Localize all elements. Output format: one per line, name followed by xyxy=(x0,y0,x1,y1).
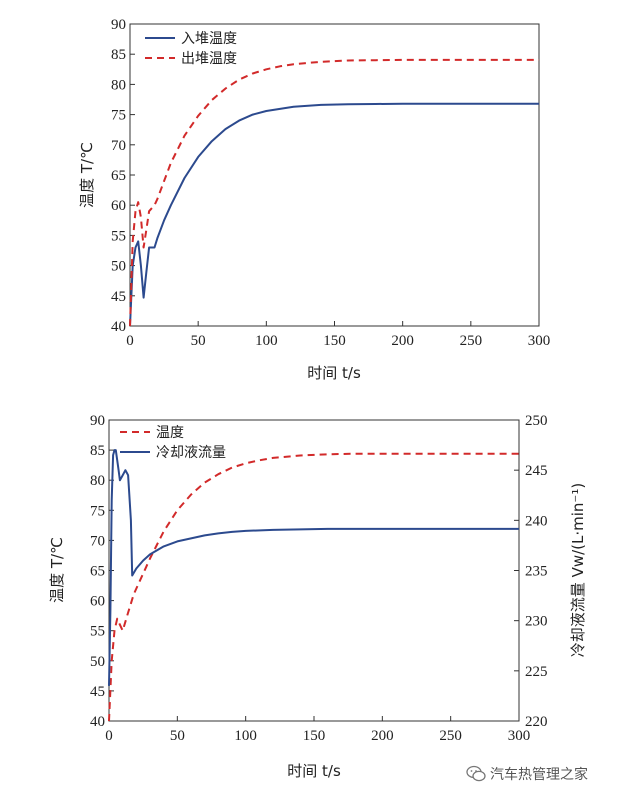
chart-top: 0 50 100 150 200 250 300 40 45 50 55 60 65 70 75 80 85 9… xyxy=(78,17,550,382)
x-tick-label: 150 xyxy=(303,728,326,744)
y-tick-label: 90 xyxy=(90,413,105,429)
x-tick-label: 150 xyxy=(323,333,346,349)
y-tick-label: 65 xyxy=(111,168,126,184)
y-tick-label: 70 xyxy=(111,138,126,154)
x-tick-label: 0 xyxy=(105,728,113,744)
x-tick-label: 300 xyxy=(528,333,551,349)
y-right-tick-label: 250 xyxy=(525,413,548,429)
y-tick-label: 45 xyxy=(90,684,105,700)
y-tick-label: 70 xyxy=(90,533,105,549)
y-tick-label: 40 xyxy=(111,319,126,335)
x-tick-label: 250 xyxy=(439,728,462,744)
y-right-tick-label: 245 xyxy=(525,463,548,479)
y-tick-label: 80 xyxy=(90,473,105,489)
y-tick-label: 60 xyxy=(90,594,105,610)
wechat-icon xyxy=(466,765,486,782)
y-tick-label: 75 xyxy=(90,503,105,519)
series-line-1 xyxy=(108,452,519,722)
series-line-1 xyxy=(129,102,539,327)
series-group xyxy=(108,449,519,722)
y-tick-label: 80 xyxy=(111,77,126,93)
y-axis-ticks: 40 45 50 55 60 65 70 75 80 85 90 xyxy=(90,413,114,730)
series-line-2 xyxy=(129,58,539,327)
series-group xyxy=(129,58,539,327)
x-tick-label: 200 xyxy=(391,333,414,349)
plot-frame xyxy=(108,419,520,722)
x-axis-ticks: 0 50 100 150 200 250 300 xyxy=(105,716,530,744)
x-axis-label: 时间 t/s xyxy=(287,762,341,780)
y-tick-label: 55 xyxy=(90,624,105,640)
legend-label: 入堆温度 xyxy=(181,31,237,47)
y-tick-label: 85 xyxy=(111,47,126,63)
x-tick-label: 100 xyxy=(234,728,257,744)
y-right-tick-label: 240 xyxy=(525,513,548,529)
y-right-tick-label: 230 xyxy=(525,614,548,630)
chart-bottom: 0 50 100 150 200 250 300 40 45 50 55 60 65 70 75 80 85 9… xyxy=(48,413,587,780)
y-tick-label: 65 xyxy=(90,564,105,580)
y-tick-label: 40 xyxy=(90,714,105,730)
y-tick-label: 50 xyxy=(90,654,105,670)
x-tick-label: 50 xyxy=(191,333,206,349)
y-axis-label: 温度 T/℃ xyxy=(48,537,66,603)
x-tick-label: 50 xyxy=(170,728,185,744)
x-tick-label: 0 xyxy=(126,333,134,349)
x-tick-label: 250 xyxy=(460,333,483,349)
x-axis-label: 时间 t/s xyxy=(307,364,361,382)
watermark: 汽车热管理之家 xyxy=(466,762,616,786)
y-axis-right-label: 冷却液流量 Vw/(L·min⁻¹) xyxy=(569,483,587,657)
y-axis-label: 温度 T/℃ xyxy=(78,142,96,208)
y-tick-label: 75 xyxy=(111,108,126,124)
y-tick-label: 45 xyxy=(111,289,126,305)
legend-label: 冷却液流量 xyxy=(156,445,226,461)
legend-label: 出堆温度 xyxy=(181,51,237,67)
y-tick-label: 50 xyxy=(111,259,126,275)
watermark-text: 汽车热管理之家 xyxy=(490,767,588,783)
y-axis-right-ticks: 220 225 230 235 240 245 250 xyxy=(514,413,548,730)
y-right-tick-label: 225 xyxy=(525,664,548,680)
x-tick-label: 100 xyxy=(255,333,278,349)
y-right-tick-label: 235 xyxy=(525,564,548,580)
y-tick-label: 55 xyxy=(111,228,126,244)
y-tick-label: 85 xyxy=(90,443,105,459)
x-axis-ticks: 0 50 100 150 200 250 300 xyxy=(126,321,550,349)
y-tick-label: 60 xyxy=(111,198,126,214)
plot-frame xyxy=(129,23,540,327)
y-right-tick-label: 220 xyxy=(525,714,548,730)
x-tick-label: 200 xyxy=(371,728,394,744)
series-line-2 xyxy=(108,449,519,686)
x-tick-label: 300 xyxy=(508,728,531,744)
y-tick-label: 90 xyxy=(111,17,126,33)
legend-label: 温度 xyxy=(156,425,184,441)
y-axis-ticks: 40 45 50 55 60 65 70 75 80 85 90 xyxy=(111,17,135,335)
